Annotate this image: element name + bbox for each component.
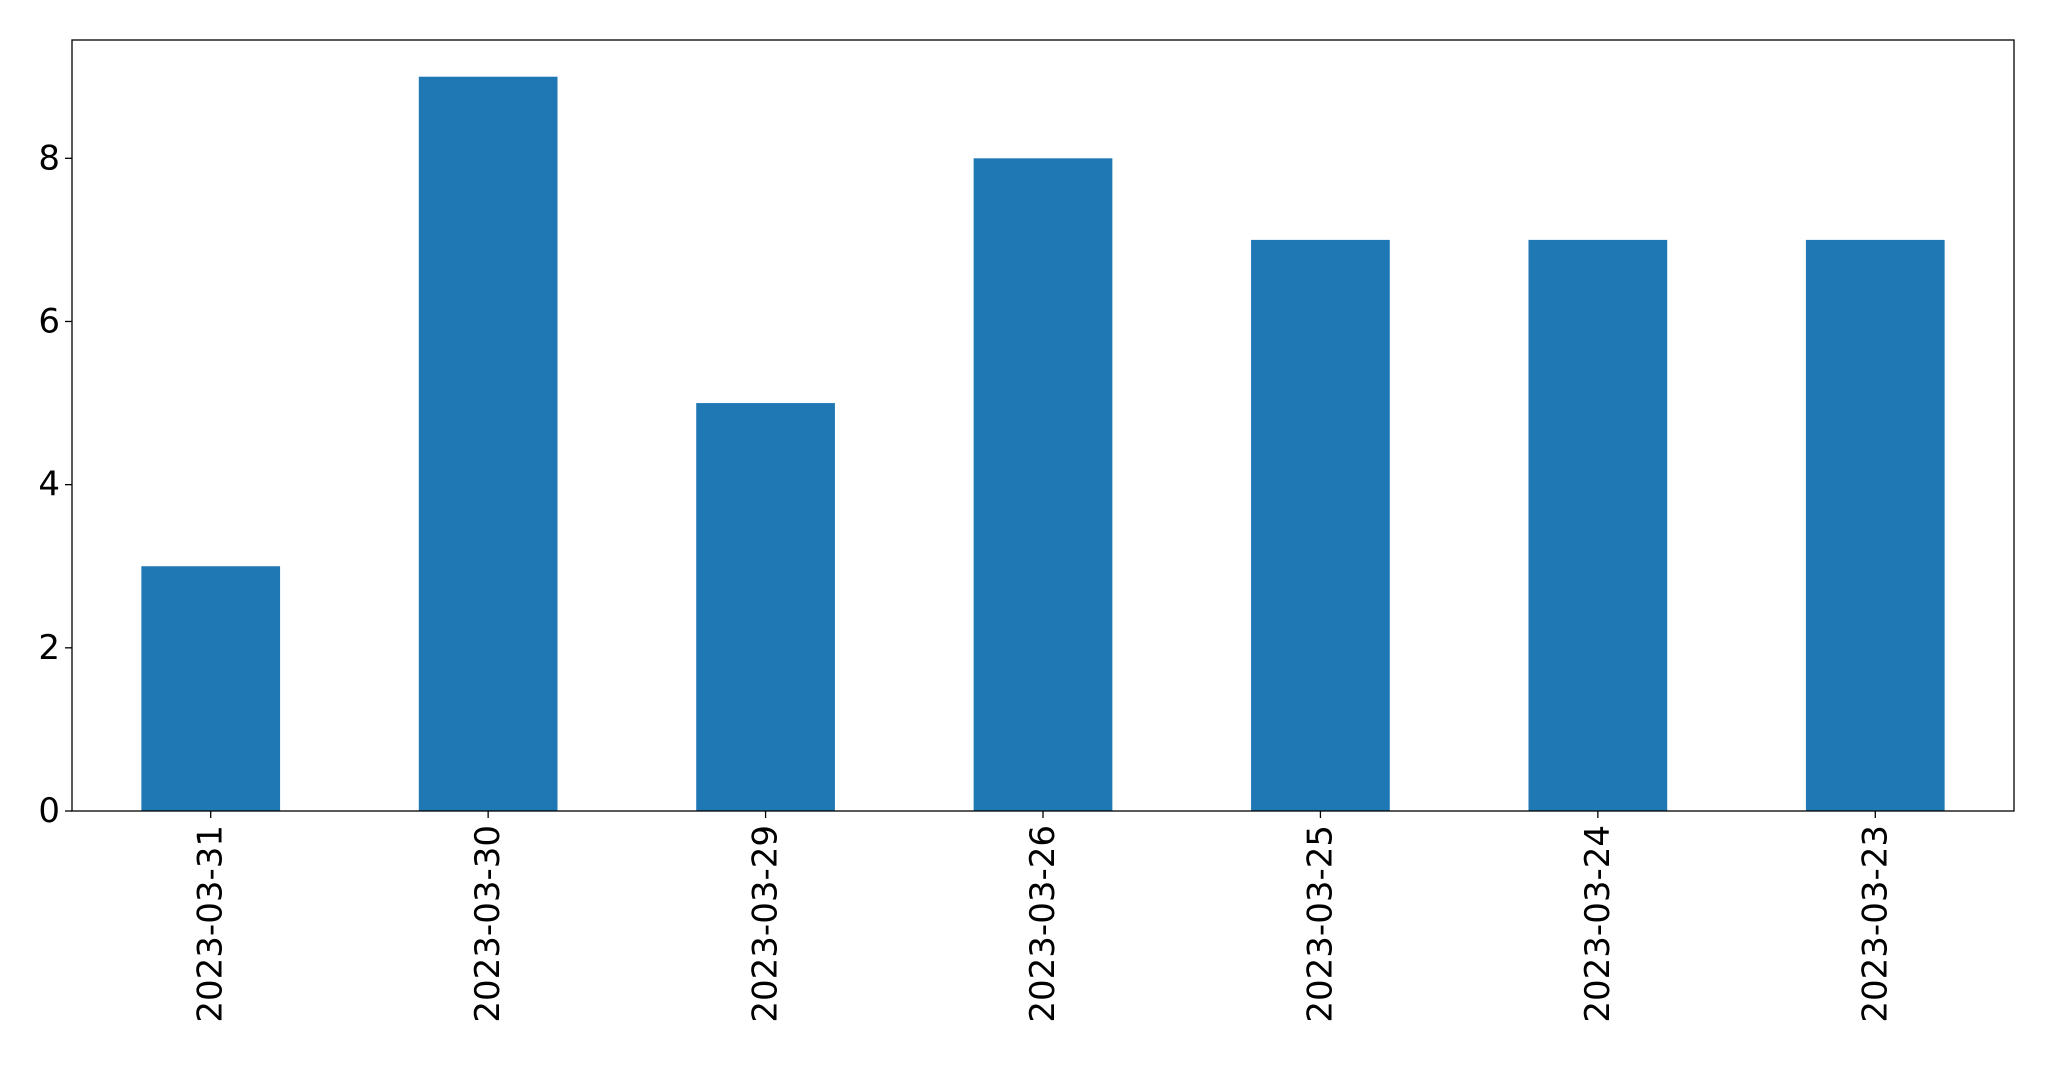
bar	[1528, 239, 1668, 811]
bar	[418, 76, 558, 811]
bars-group	[141, 76, 1945, 812]
y-tick-label: 4	[38, 465, 60, 505]
y-tick-label: 2	[38, 628, 60, 668]
y-tick-label: 6	[38, 301, 60, 341]
y-tick-label: 8	[38, 138, 60, 178]
plot-area-frame	[71, 39, 2015, 812]
x-tick-label: 2023-03-23	[1855, 825, 1895, 1023]
x-tick-label: 2023-03-26	[1023, 825, 1063, 1023]
bar	[141, 566, 281, 811]
x-tick-label: 2023-03-25	[1300, 825, 1340, 1023]
x-tick-label: 2023-03-29	[746, 825, 786, 1023]
y-axis: 0 2 4 6 8	[38, 138, 72, 831]
x-axis: 2023-03-31 2023-03-30 2023-03-29 2023-03-26…	[191, 811, 1895, 1023]
x-tick-label: 2023-03-31	[191, 825, 231, 1023]
x-tick-label: 2023-03-30	[468, 825, 508, 1023]
bar	[1805, 239, 1945, 811]
x-tick-label: 2023-03-24	[1578, 825, 1618, 1023]
bar	[973, 158, 1113, 812]
bar	[696, 403, 835, 811]
y-tick-label: 0	[38, 791, 60, 831]
bar	[1251, 239, 1390, 811]
